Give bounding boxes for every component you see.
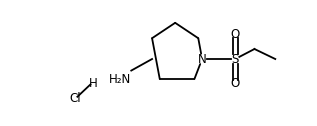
Text: O: O (230, 28, 240, 41)
Text: Cl: Cl (69, 92, 81, 105)
Text: S: S (231, 53, 239, 66)
Text: N: N (198, 53, 206, 66)
Text: H: H (89, 77, 98, 90)
Text: O: O (230, 77, 240, 90)
Text: H₂N: H₂N (109, 73, 132, 86)
